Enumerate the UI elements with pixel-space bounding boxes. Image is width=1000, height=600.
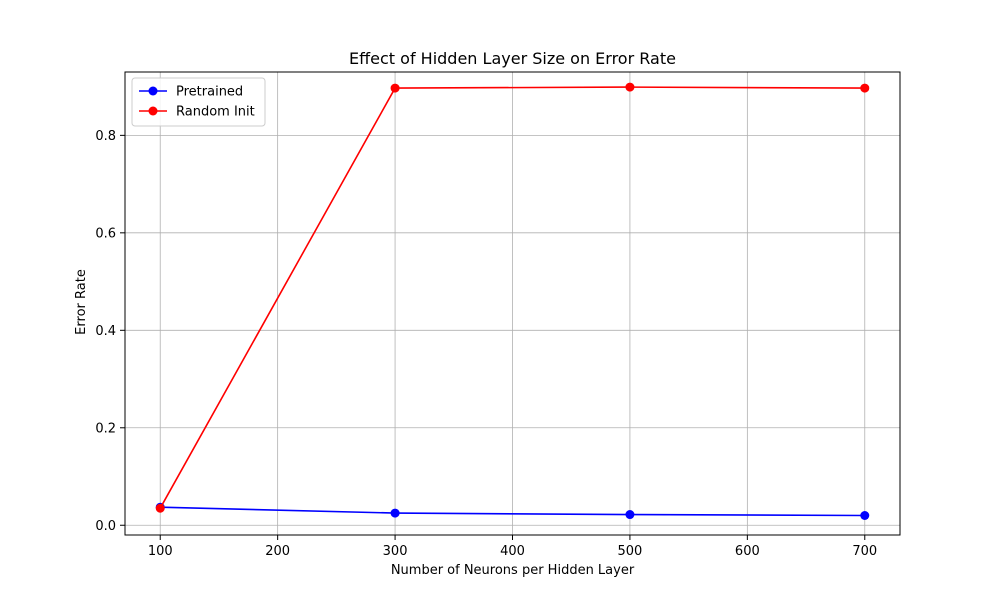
y-tick-label: 0.0	[95, 519, 116, 534]
y-tick-label: 0.2	[95, 421, 116, 436]
x-axis-label: Number of Neurons per Hidden Layer	[391, 563, 635, 578]
series-random-init	[155, 82, 870, 513]
legend-label: Pretrained	[176, 85, 243, 100]
legend-marker	[148, 86, 158, 96]
data-point-random-init	[625, 82, 635, 92]
series-line-random-init	[159, 86, 865, 509]
grid	[125, 72, 900, 535]
x-tick-label: 700	[852, 544, 877, 559]
x-tick-label: 200	[265, 544, 290, 559]
data-point-random-init	[155, 503, 165, 513]
x-tick-label: 300	[383, 544, 408, 559]
y-tick-label: 0.4	[95, 324, 116, 339]
data-point-pretrained	[860, 511, 870, 521]
data-point-pretrained	[625, 510, 635, 520]
data-point-random-init	[390, 83, 400, 93]
x-tick-label: 400	[500, 544, 525, 559]
x-tick-label: 600	[735, 544, 760, 559]
x-tick-label: 500	[618, 544, 643, 559]
series-layer	[155, 82, 870, 521]
y-axis-label: Error Rate	[74, 269, 89, 335]
legend: Pretrained Random Init	[131, 77, 266, 127]
legend-marker	[148, 106, 158, 116]
legend-entry-pretrained: Pretrained	[139, 85, 243, 100]
ticks: 100 200 300 400 500 600 700 0.0 0.2 0.4 0.6 0.8	[95, 129, 877, 559]
legend-box	[131, 77, 266, 127]
y-tick-label: 0.8	[95, 129, 116, 144]
legend-label: Random Init	[176, 105, 255, 120]
legend-entry-random-init: Random Init	[139, 105, 255, 120]
data-point-random-init	[860, 83, 870, 93]
series-line-pretrained	[160, 506, 865, 517]
chart-title: Effect of Hidden Layer Size on Error Rat…	[349, 49, 676, 68]
y-tick-label: 0.6	[95, 226, 116, 241]
x-tick-label: 100	[148, 544, 173, 559]
data-point-pretrained	[390, 508, 400, 518]
